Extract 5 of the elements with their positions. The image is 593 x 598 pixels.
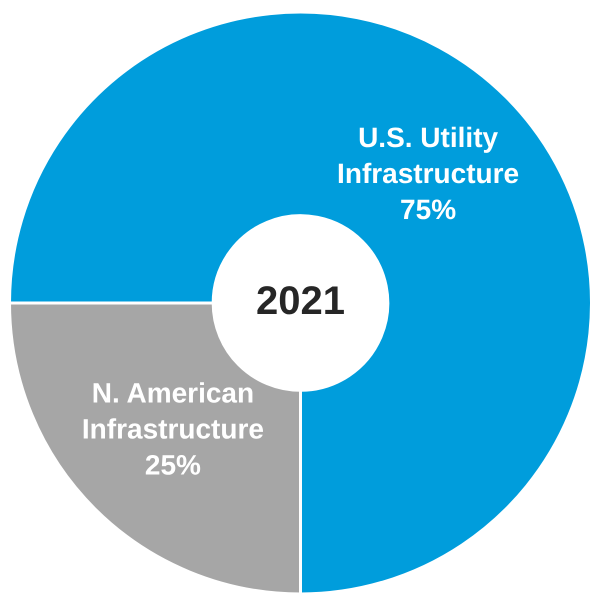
text: 2021 xyxy=(256,279,345,324)
slice-label: N. American Infrastructure xyxy=(82,377,264,444)
data-label: 25% xyxy=(144,449,202,480)
slice-label: U.S. Utility Infrastructure xyxy=(337,122,520,190)
data-label: 75% xyxy=(400,194,456,226)
